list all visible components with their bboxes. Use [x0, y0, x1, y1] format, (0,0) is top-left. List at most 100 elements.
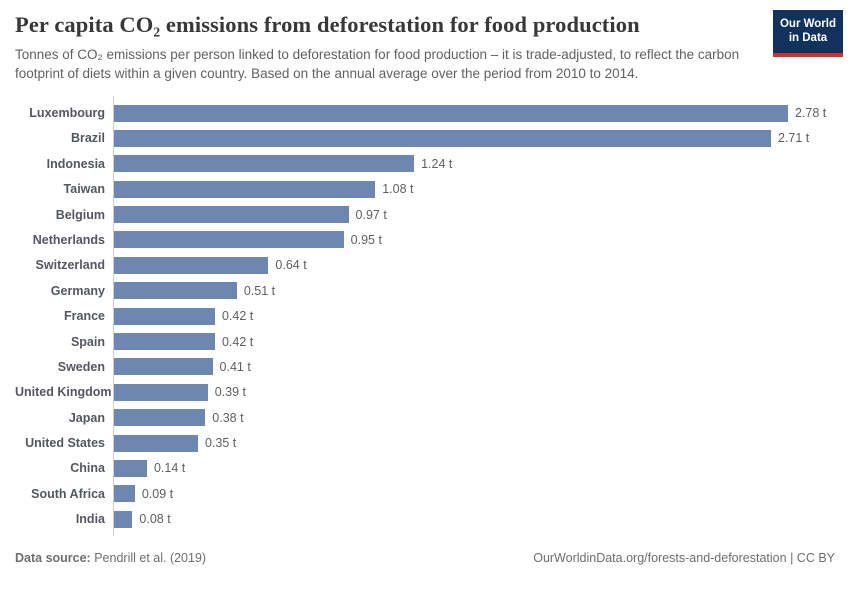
bar-row: Indonesia 1.24 t — [15, 151, 840, 176]
country-label: Germany — [50, 283, 105, 298]
bar-row: Switzerland 0.64 t — [15, 253, 840, 278]
country-label: India — [75, 512, 105, 527]
value-label: 0.38 t — [212, 410, 244, 425]
bar-track: 0.42 t — [113, 303, 840, 328]
country-label: Brazil — [70, 131, 105, 146]
bar-row: India 0.08 t — [15, 507, 840, 532]
country-label: Belgium — [55, 207, 105, 222]
chart-title: Per capita CO₂ emissions from deforestat… — [15, 12, 640, 37]
bar-track: 1.24 t — [113, 151, 840, 176]
bar — [113, 104, 788, 122]
value-label: 0.14 t — [153, 461, 186, 476]
chart-footer: Data source: Pendrill et al. (2019) OurW… — [15, 551, 840, 565]
bar-row: South Africa 0.09 t — [15, 481, 840, 506]
value-label: 0.97 t — [355, 207, 387, 222]
data-source-value: Pendrill et al. (2019) — [90, 550, 207, 565]
bar-row: Taiwan 1.08 t — [15, 176, 840, 201]
bar-track: 0.51 t — [113, 278, 840, 303]
bar-track: 0.95 t — [113, 227, 840, 252]
bar — [113, 409, 206, 427]
bar-track: 0.09 t — [113, 481, 840, 506]
bar-track: 0.35 t — [113, 430, 840, 455]
value-label: 0.95 t — [350, 232, 382, 247]
bar-track: 0.08 t — [113, 507, 840, 532]
country-label: Luxembourg — [29, 106, 105, 120]
value-label: 0.39 t — [214, 385, 246, 400]
bar-row: United Kingdom 0.39 t — [15, 380, 840, 405]
bar — [113, 358, 213, 376]
country-label: Sweden — [57, 359, 105, 374]
bar — [113, 485, 135, 503]
owid-logo-line1: Our World — [779, 18, 836, 30]
chart-subtitle: Tonnes of CO₂ emissions per person linke… — [15, 47, 740, 82]
footer-url: OurWorldinData.org/forests-and-deforesta… — [533, 550, 787, 565]
bar-row: United States 0.35 t — [15, 430, 840, 455]
bar — [113, 307, 215, 325]
bar-row: Sweden 0.41 t — [15, 354, 840, 379]
country-label: China — [70, 461, 105, 476]
bar — [113, 256, 269, 274]
country-label: Taiwan — [63, 182, 105, 197]
bar-track: 2.71 t — [113, 126, 840, 151]
value-label: 1.24 t — [421, 156, 453, 171]
value-label: 0.35 t — [204, 436, 237, 451]
bar-track: 0.41 t — [113, 354, 840, 379]
bar-row: Brazil 2.71 t — [15, 126, 840, 151]
bar-track: 0.14 t — [113, 456, 840, 481]
bar — [113, 459, 147, 477]
country-label: Netherlands — [32, 232, 105, 247]
country-label: Spain — [70, 334, 105, 349]
country-label: Switzerland — [35, 258, 105, 273]
bar-track: 0.39 t — [113, 380, 840, 405]
bar-row: Netherlands 0.95 t — [15, 227, 840, 252]
value-label: 2.71 t — [778, 131, 810, 146]
country-label: United Kingdom — [15, 385, 112, 400]
bar — [113, 206, 349, 224]
value-label: 0.64 t — [275, 258, 307, 273]
country-label: France — [64, 309, 105, 324]
footer-license: CC BY — [796, 550, 835, 565]
value-label: 0.09 t — [141, 486, 174, 501]
y-axis-line — [113, 96, 114, 536]
bar-row: France 0.42 t — [15, 303, 840, 328]
bar — [113, 180, 376, 198]
bar — [113, 434, 198, 452]
value-label: 0.42 t — [221, 334, 254, 349]
country-label: Japan — [68, 410, 105, 425]
data-source: Data source: Pendrill et al. (2019) — [15, 551, 206, 565]
bar — [113, 231, 344, 249]
owid-logo-line2: in Data — [788, 32, 828, 45]
bar-chart: Luxembourg 2.78 t Brazil 2.71 t Indonesia 1.2… — [15, 96, 840, 536]
bar — [113, 155, 415, 173]
value-label: 0.42 t — [221, 309, 254, 324]
footer-separator: | — [786, 550, 797, 565]
bar-track: 2.78 t — [113, 100, 840, 125]
bar-row: Spain 0.42 t — [15, 329, 840, 354]
bar — [113, 333, 215, 351]
owid-logo: Our World in Data — [773, 10, 843, 57]
bar-row: Japan 0.38 t — [15, 405, 840, 430]
data-source-label: Data source: — [15, 550, 91, 565]
footer-right: OurWorldinData.org/forests-and-deforesta… — [533, 551, 835, 565]
value-label: 0.41 t — [219, 359, 251, 374]
bar-track: 0.64 t — [113, 253, 840, 278]
bar-track: 0.42 t — [113, 329, 840, 354]
bar — [113, 383, 208, 401]
bar-row: Belgium 0.97 t — [15, 202, 840, 227]
bar-track: 0.97 t — [113, 202, 840, 227]
bar-row: Germany 0.51 t — [15, 278, 840, 303]
bar — [113, 129, 771, 147]
bar — [113, 282, 237, 300]
value-label: 0.08 t — [139, 512, 171, 527]
country-label: South Africa — [31, 486, 105, 501]
bar-row: China 0.14 t — [15, 456, 840, 481]
chart-header: Per capita CO₂ emissions from deforestat… — [15, 10, 843, 83]
value-label: 1.08 t — [382, 182, 414, 197]
bar-row: Luxembourg 2.78 t — [15, 100, 840, 125]
value-label: 0.51 t — [243, 283, 276, 298]
bar — [113, 510, 133, 528]
country-label: United States — [25, 436, 105, 451]
value-label: 2.78 t — [795, 106, 827, 120]
country-label: Indonesia — [46, 156, 105, 171]
